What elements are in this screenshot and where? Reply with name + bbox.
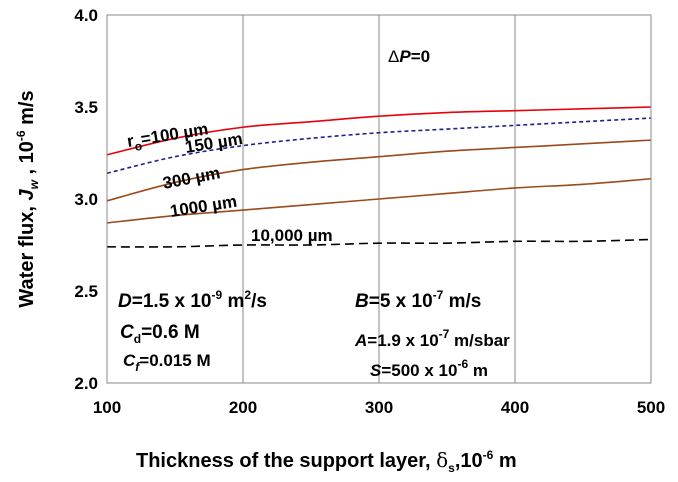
annotation-A: A=1.9 x 10-7 m/sbar <box>354 327 510 350</box>
plot-frame <box>106 14 652 384</box>
y-tick-labels: 2.0 2.5 3.0 3.5 4.0 <box>74 6 98 393</box>
y-tick-label: 2.0 <box>74 374 98 393</box>
annotation-B: B=5 x 10-7 m/s <box>355 288 481 312</box>
y-tick-label: 3.0 <box>74 190 98 209</box>
series-line-1 <box>106 117 652 175</box>
annotation-D: D=1.5 x 10-9 m2/s <box>118 288 267 312</box>
annotation-Cd: Cd=0.6 M <box>120 322 200 346</box>
x-tick-label: 400 <box>501 398 529 417</box>
x-tick-label: 500 <box>637 398 665 417</box>
x-tick-label: 200 <box>229 398 257 417</box>
x-tick-label: 300 <box>365 398 393 417</box>
x-tick-labels: 100 200 300 400 500 <box>93 398 665 417</box>
annotation-delta-p: ΔP=0 <box>388 47 430 66</box>
series-label-10000: 10,000 µm <box>251 226 333 245</box>
series-lines <box>106 106 652 248</box>
x-tick-label: 100 <box>93 398 121 417</box>
annotation-S: S=500 x 10-6 m <box>370 357 488 380</box>
y-tick-label: 3.5 <box>74 98 98 117</box>
series-line-4 <box>106 238 652 248</box>
x-axis-label: Thickness of the support layer, δs,10-6 … <box>136 448 517 475</box>
series-line-0 <box>106 106 652 156</box>
series-line-3 <box>106 177 652 224</box>
y-tick-label: 4.0 <box>74 6 98 25</box>
annotation-Cf: Cf=0.015 M <box>123 351 211 374</box>
series-line-2 <box>106 139 652 202</box>
y-tick-label: 2.5 <box>74 282 98 301</box>
y-axis-label: Water flux, Jw , 10-6 m/s <box>14 90 41 307</box>
